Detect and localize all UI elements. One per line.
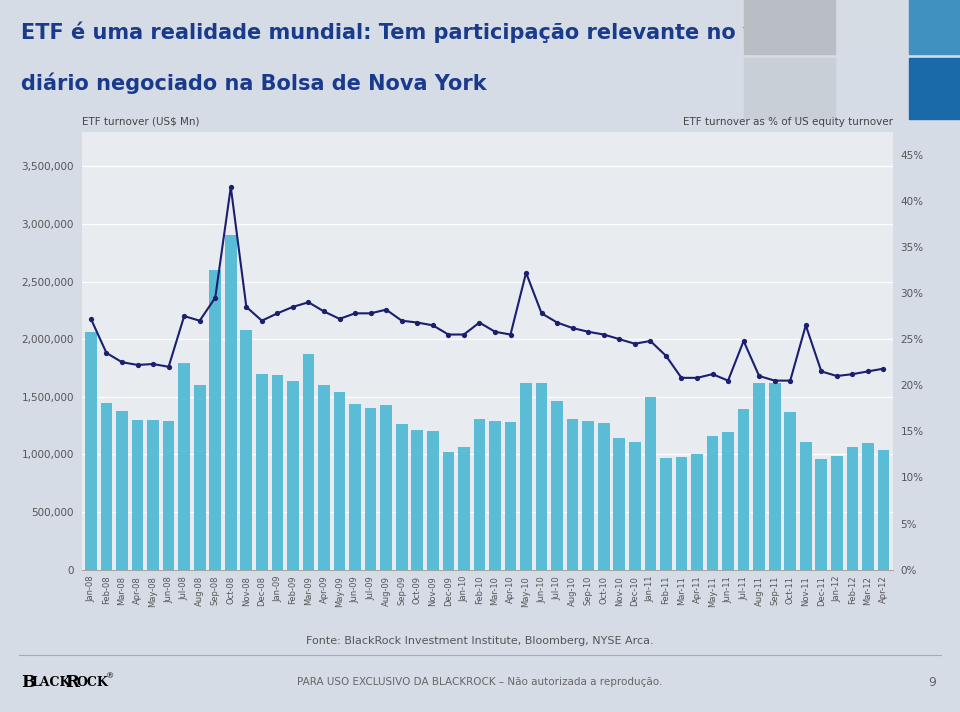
- Bar: [194, 385, 205, 570]
- Bar: [738, 409, 750, 570]
- Bar: [877, 450, 889, 570]
- Bar: [722, 432, 733, 570]
- Bar: [769, 383, 780, 570]
- Bar: [443, 452, 454, 570]
- Polygon shape: [909, 0, 960, 55]
- Text: diário negociado na Bolsa de Nova York: diário negociado na Bolsa de Nova York: [21, 73, 487, 94]
- Bar: [427, 431, 439, 570]
- Bar: [225, 236, 236, 570]
- Bar: [598, 423, 610, 570]
- Text: PARA USO EXCLUSIVO DA BLACKROCK – Não autorizada a reprodução.: PARA USO EXCLUSIVO DA BLACKROCK – Não au…: [298, 677, 662, 687]
- Text: R: R: [65, 674, 79, 691]
- Bar: [583, 421, 594, 570]
- Bar: [629, 441, 640, 570]
- Bar: [707, 436, 718, 570]
- Bar: [473, 419, 485, 570]
- Bar: [676, 456, 687, 570]
- Bar: [380, 405, 392, 570]
- Bar: [800, 441, 811, 570]
- Bar: [660, 458, 672, 570]
- Bar: [132, 420, 143, 570]
- Text: ETF turnover (US$ Mn): ETF turnover (US$ Mn): [82, 117, 199, 127]
- Bar: [505, 422, 516, 570]
- Bar: [613, 438, 625, 570]
- Bar: [272, 375, 283, 570]
- Text: ETF é uma realidade mundial: Tem participação relevante no volume: ETF é uma realidade mundial: Tem partici…: [21, 22, 829, 43]
- Text: LACK: LACK: [32, 676, 71, 689]
- Bar: [831, 456, 843, 570]
- Bar: [163, 421, 175, 570]
- Polygon shape: [837, 0, 907, 55]
- Bar: [318, 385, 330, 570]
- Polygon shape: [909, 58, 960, 119]
- Text: Fonte: BlackRock Investment Institute, Bloomberg, NYSE Arca.: Fonte: BlackRock Investment Institute, B…: [306, 636, 654, 646]
- Bar: [754, 383, 765, 570]
- Bar: [101, 402, 112, 570]
- Bar: [847, 447, 858, 570]
- Bar: [458, 447, 469, 570]
- Text: OCK: OCK: [77, 676, 108, 689]
- Text: ®: ®: [106, 673, 114, 681]
- Bar: [490, 421, 501, 570]
- Bar: [334, 392, 346, 570]
- Bar: [784, 412, 796, 570]
- Bar: [691, 454, 703, 570]
- Bar: [551, 402, 563, 570]
- Bar: [179, 363, 190, 570]
- Bar: [85, 333, 97, 570]
- Bar: [862, 443, 874, 570]
- Bar: [302, 354, 314, 570]
- Bar: [209, 270, 221, 570]
- Bar: [287, 381, 299, 570]
- Bar: [520, 383, 532, 570]
- Text: 9: 9: [928, 676, 936, 689]
- Bar: [412, 430, 423, 570]
- Bar: [396, 424, 408, 570]
- Bar: [815, 459, 828, 570]
- Polygon shape: [744, 58, 835, 119]
- Bar: [241, 330, 252, 570]
- Bar: [116, 411, 128, 570]
- Bar: [536, 383, 547, 570]
- Bar: [256, 374, 268, 570]
- Text: ETF turnover as % of US equity turnover: ETF turnover as % of US equity turnover: [683, 117, 893, 127]
- Bar: [365, 408, 376, 570]
- Bar: [644, 397, 657, 570]
- Bar: [147, 420, 159, 570]
- Bar: [566, 419, 579, 570]
- Bar: [349, 404, 361, 570]
- Polygon shape: [744, 0, 835, 55]
- Text: B: B: [21, 674, 36, 691]
